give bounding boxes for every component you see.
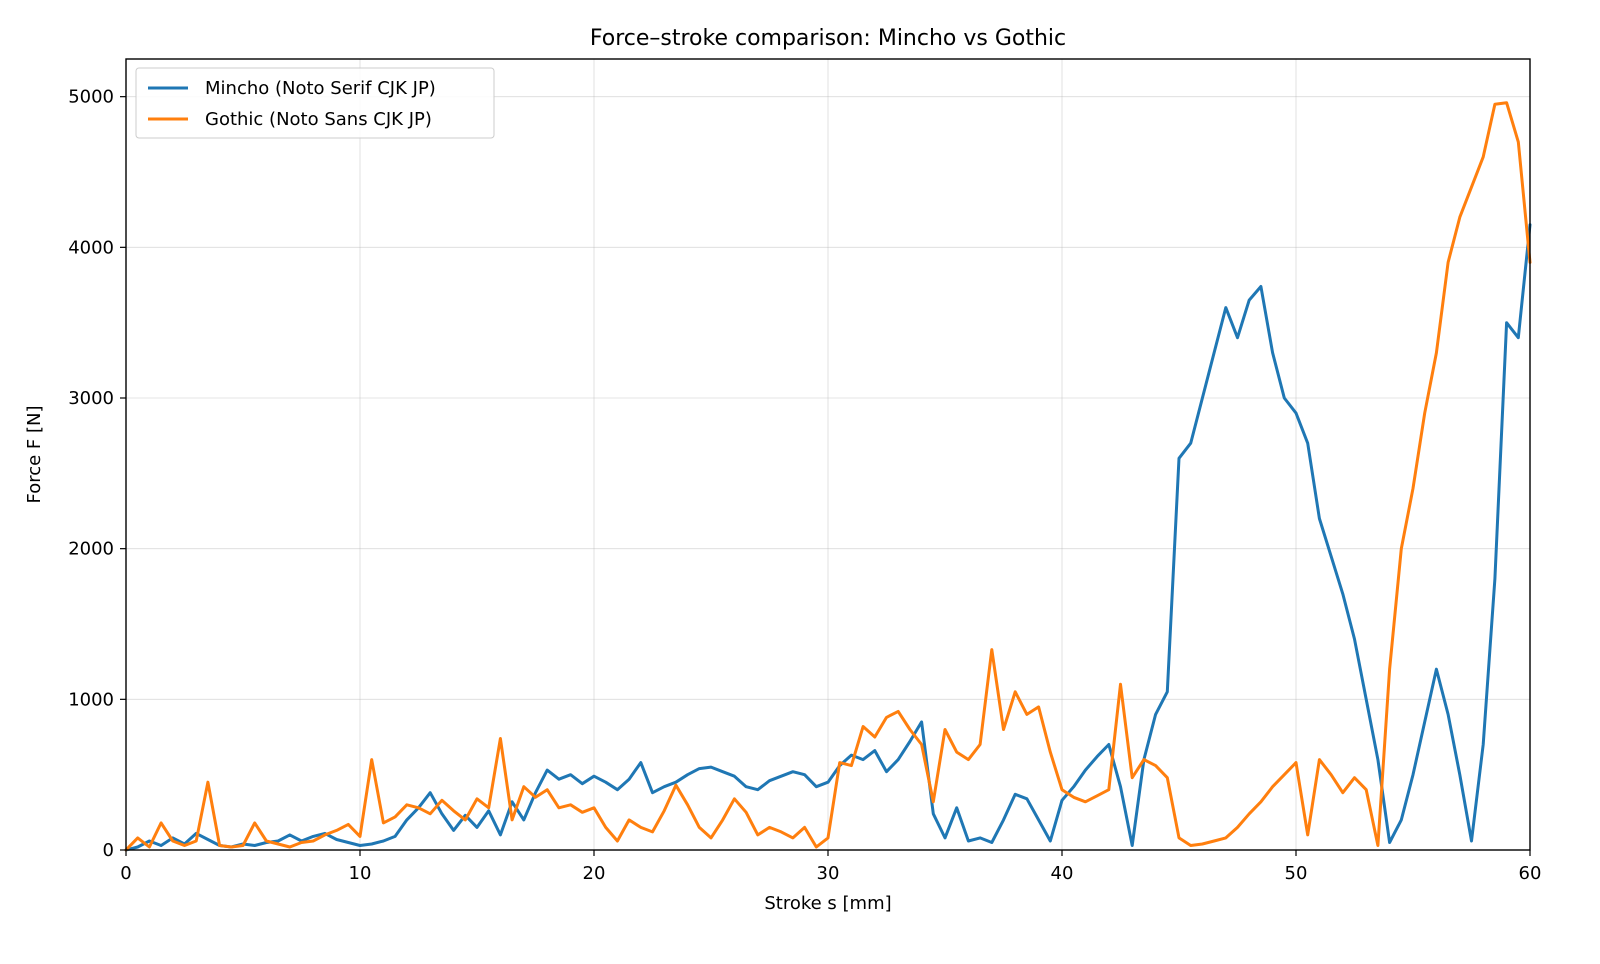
chart-title: Force–stroke comparison: Mincho vs Gothi… xyxy=(590,26,1066,51)
x-tick-label: 0 xyxy=(120,863,131,884)
x-axis-ticks: 0 10 20 30 40 50 60 xyxy=(120,850,1541,884)
legend-box xyxy=(135,67,495,139)
series-line-gothic xyxy=(124,101,1532,852)
legend-label-mincho: Mincho (Noto Serif CJK JP) xyxy=(205,78,436,99)
y-tick-label: 1000 xyxy=(68,689,114,710)
y-tick-label: 5000 xyxy=(68,87,114,108)
y-tick-label: 4000 xyxy=(68,237,114,258)
x-tick-label: 50 xyxy=(1285,863,1308,884)
x-axis-label: Stroke s [mm] xyxy=(764,893,891,914)
y-axis-label: Force F [N] xyxy=(24,405,45,503)
x-tick-label: 60 xyxy=(1519,863,1542,884)
grid-layer xyxy=(125,59,1531,851)
y-tick-label: 0 xyxy=(103,840,114,861)
y-tick-label: 2000 xyxy=(68,539,114,560)
x-tick-label: 30 xyxy=(817,863,840,884)
x-tick-label: 40 xyxy=(1051,863,1074,884)
x-tick-label: 20 xyxy=(583,863,606,884)
legend-label-gothic: Gothic (Noto Sans CJK JP) xyxy=(205,109,432,130)
series-layer xyxy=(124,101,1532,852)
y-axis-ticks: 0 1000 2000 3000 4000 5000 xyxy=(68,87,126,861)
x-tick-label: 10 xyxy=(349,863,372,884)
legend: Mincho (Noto Serif CJK JP) Gothic (Noto … xyxy=(135,67,495,139)
y-tick-label: 3000 xyxy=(68,388,114,409)
series-line-mincho xyxy=(124,223,1532,852)
